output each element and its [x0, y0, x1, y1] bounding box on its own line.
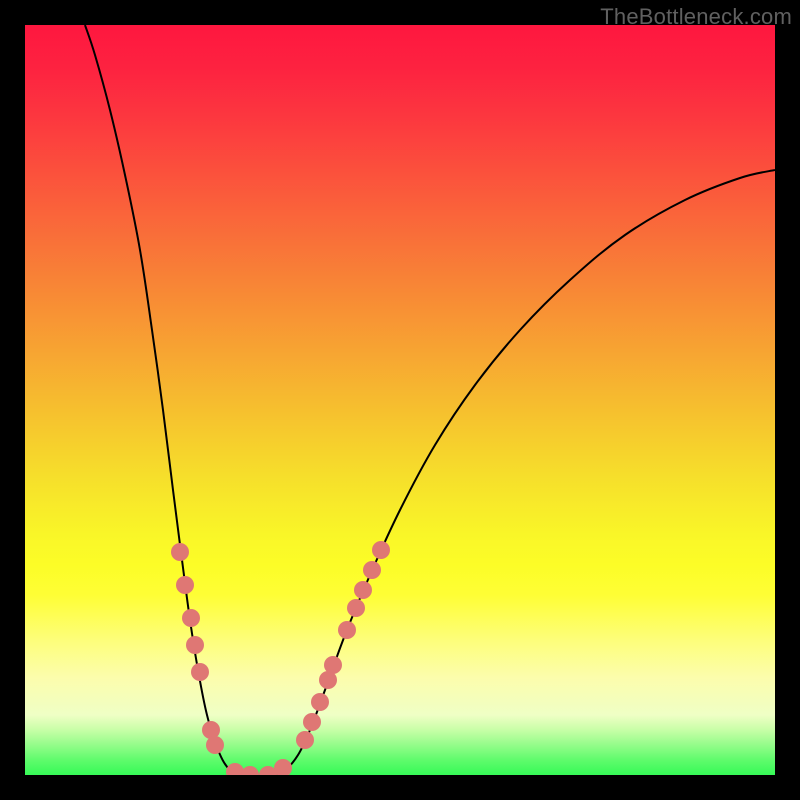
data-marker — [303, 713, 321, 731]
data-marker — [296, 731, 314, 749]
data-marker — [171, 543, 189, 561]
data-marker — [311, 693, 329, 711]
bottleneck-chart — [0, 0, 800, 800]
watermark-text: TheBottleneck.com — [600, 4, 792, 30]
data-marker — [372, 541, 390, 559]
data-marker — [182, 609, 200, 627]
data-marker — [206, 736, 224, 754]
data-marker — [274, 759, 292, 777]
plot-background — [25, 25, 775, 775]
data-marker — [186, 636, 204, 654]
chart-container — [0, 0, 800, 800]
data-marker — [191, 663, 209, 681]
data-marker — [324, 656, 342, 674]
data-marker — [354, 581, 372, 599]
data-marker — [347, 599, 365, 617]
data-marker — [338, 621, 356, 639]
data-marker — [363, 561, 381, 579]
data-marker — [176, 576, 194, 594]
